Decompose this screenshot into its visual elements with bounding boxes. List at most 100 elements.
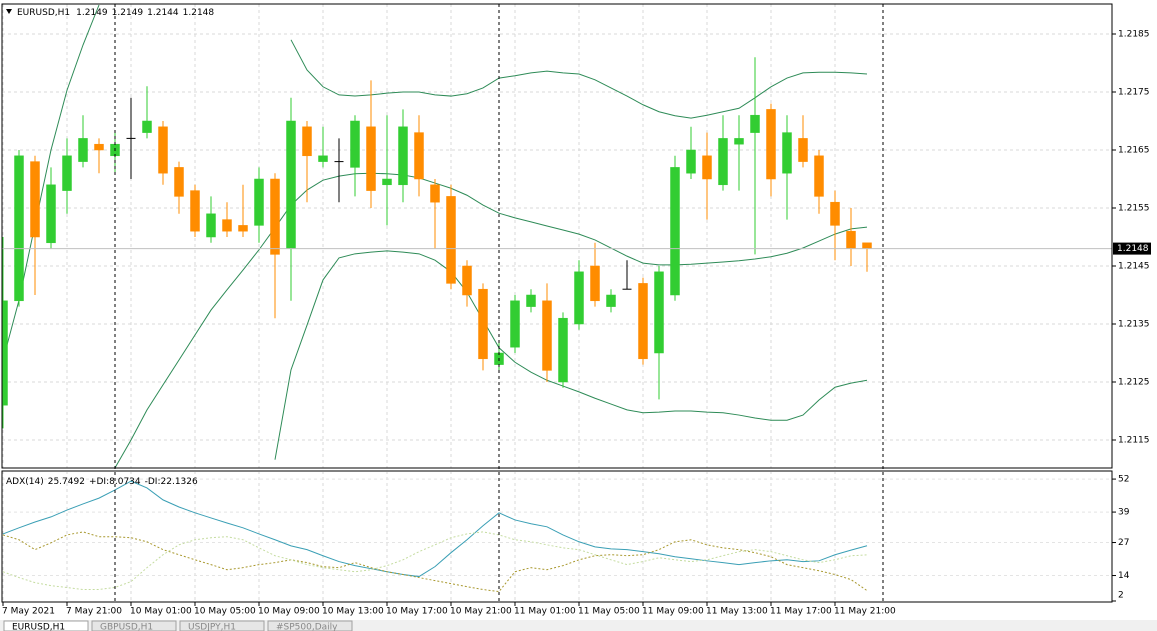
y-tick-label: 1.2185 — [1118, 30, 1150, 40]
header-open: 1.2149 — [76, 8, 108, 18]
y-tick-label: 27 — [1118, 538, 1129, 548]
y-tick-label: 1.2155 — [1118, 204, 1150, 214]
mdi-name: -DI: — [145, 477, 161, 487]
candle-body — [750, 114, 760, 133]
header-low: 1.2144 — [147, 8, 179, 18]
collapse-arrow[interactable] — [6, 9, 12, 14]
candle-body — [430, 184, 440, 203]
candle-body — [862, 242, 872, 249]
adx-title: ADX(14) — [6, 477, 44, 487]
tab-label[interactable]: USDJPY,H1 — [188, 623, 236, 631]
candle-body — [14, 155, 24, 302]
candle-body — [318, 155, 328, 162]
candle-body — [542, 300, 552, 371]
adx-header: ADX(14) 25.7492 +DI:8.0734 -DI:22.1326 — [6, 477, 198, 487]
candle-body — [654, 271, 664, 354]
tab[interactable] — [267, 620, 353, 631]
candle-body — [350, 120, 360, 168]
indicator-line — [2, 480, 868, 578]
candle-body — [382, 178, 392, 186]
tab-label[interactable]: #SP500,Daily — [276, 623, 338, 631]
indicator-line — [2, 531, 868, 590]
y-tick-label: 1.2165 — [1118, 146, 1150, 156]
symbol-title: EURUSD,H1 — [17, 8, 70, 18]
candle-body — [606, 294, 616, 307]
y-tick-label: 14 — [1118, 571, 1130, 581]
candle-body — [270, 178, 280, 255]
candle-body — [206, 213, 216, 238]
candle-body — [78, 138, 88, 162]
x-tick-label: 10 May 13:00 — [322, 607, 384, 617]
tab[interactable] — [91, 620, 177, 631]
candle-body — [814, 155, 824, 197]
candle-body — [462, 265, 472, 296]
price-label-box — [1113, 242, 1151, 255]
candle-body — [398, 126, 408, 186]
candle-body — [798, 138, 808, 162]
x-tick-label: 11 May 05:00 — [578, 607, 640, 617]
tab[interactable] — [3, 620, 89, 631]
header-high: 1.2149 — [112, 8, 144, 18]
x-tick-label: 10 May 05:00 — [194, 607, 256, 617]
candle-body — [670, 167, 680, 296]
tab-strip — [0, 620, 1157, 631]
candle-body — [446, 196, 456, 284]
pdi-value: 8.0734 — [109, 477, 141, 487]
candle-body — [94, 143, 104, 151]
x-tick-label: 11 May 09:00 — [642, 607, 704, 617]
candle-body — [702, 155, 712, 180]
candle-body — [142, 120, 152, 133]
x-tick-label: 10 May 09:00 — [258, 607, 320, 617]
candle-body — [158, 126, 168, 174]
candle-body — [286, 120, 296, 249]
candle-body — [846, 230, 856, 249]
band-lower — [274, 250, 868, 460]
y-tick-label: 52 — [1118, 475, 1129, 485]
indicator-line — [2, 531, 868, 593]
candle-body — [734, 138, 744, 145]
candle-body — [718, 138, 728, 186]
x-tick-label: 11 May 13:00 — [706, 607, 768, 617]
adx-panel — [2, 472, 1112, 602]
band-middle — [114, 172, 868, 468]
tab-label[interactable]: GBPUSD,H1 — [100, 623, 153, 631]
tab[interactable] — [179, 620, 265, 631]
x-tick-label: 11 May 01:00 — [514, 607, 576, 617]
header-close: 1.2148 — [183, 8, 215, 18]
y-tick-label: 2 — [1118, 591, 1124, 601]
x-tick-label: 11 May 17:00 — [770, 607, 832, 617]
y-tick-label: 39 — [1118, 508, 1130, 518]
candle-body — [302, 126, 312, 157]
y-tick-label: 1.2175 — [1118, 88, 1150, 98]
candle-body — [174, 167, 184, 197]
candle-body — [558, 317, 568, 383]
price-label: 1.2148 — [1117, 244, 1149, 254]
y-tick-label: 1.2135 — [1118, 320, 1150, 330]
candle-body — [254, 178, 264, 226]
tab-bar: EURUSD,H1 GBPUSD,H1 USDJPY,H1 #SP500,Daily — [0, 620, 1157, 631]
candle-body — [478, 288, 488, 360]
x-tick-label: 11 May 21:00 — [834, 607, 896, 617]
axes: 1.2185 1.2175 1.2165 1.2155 1.2145 1.2135 1.21… — [2, 30, 1151, 617]
y-tick-label: 1.2145 — [1118, 262, 1150, 272]
chart-header: EURUSD,H1 1.2149 1.2149 1.2144 1.2148 — [17, 8, 214, 18]
candle-body — [46, 184, 56, 244]
candle-body — [782, 132, 792, 174]
x-tick-label: 7 May 2021 — [2, 607, 55, 617]
candle-body — [590, 265, 600, 302]
candle-body — [638, 283, 648, 360]
tab-label[interactable]: EURUSD,H1 — [12, 623, 65, 631]
x-tick-label: 10 May 17:00 — [386, 607, 448, 617]
candle-body — [414, 132, 424, 180]
candle-body — [574, 271, 584, 325]
candle-body — [238, 225, 248, 232]
pdi-name: +DI: — [89, 477, 109, 487]
candle-body — [766, 109, 776, 180]
x-tick-label: 10 May 01:00 — [130, 607, 192, 617]
adx-value: 25.7492 — [48, 477, 85, 487]
candle-body — [2, 300, 8, 406]
candle-body — [62, 155, 72, 191]
candle-body — [222, 219, 232, 232]
candle-body — [366, 126, 376, 191]
